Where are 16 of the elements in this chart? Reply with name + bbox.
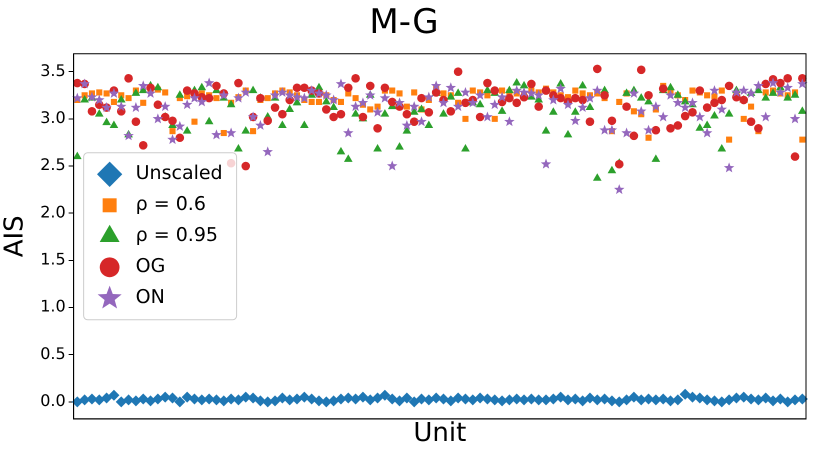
y-axis-title: AIS — [0, 215, 30, 258]
y-tick-label: 3.0 — [40, 108, 66, 128]
y-tick-label: 0.0 — [40, 390, 66, 410]
legend-label: ON — [136, 286, 165, 308]
legend-label: ρ = 0.95 — [136, 224, 218, 246]
chart-title: M-G — [369, 2, 439, 42]
x-axis-title: Unit — [413, 418, 466, 448]
legend-label: Unscaled — [136, 162, 223, 184]
y-tick-label: 1.0 — [40, 296, 66, 316]
y-tick-label: 2.5 — [40, 155, 66, 174]
legend-label: ρ = 0.6 — [136, 193, 206, 216]
y-tick-label: 1.5 — [40, 250, 66, 269]
y-tick-label: 0.5 — [40, 344, 66, 363]
legend-label: OG — [136, 255, 166, 278]
y-tick-label: 2.0 — [40, 202, 66, 222]
y-tick-label: 3.5 — [40, 60, 66, 80]
